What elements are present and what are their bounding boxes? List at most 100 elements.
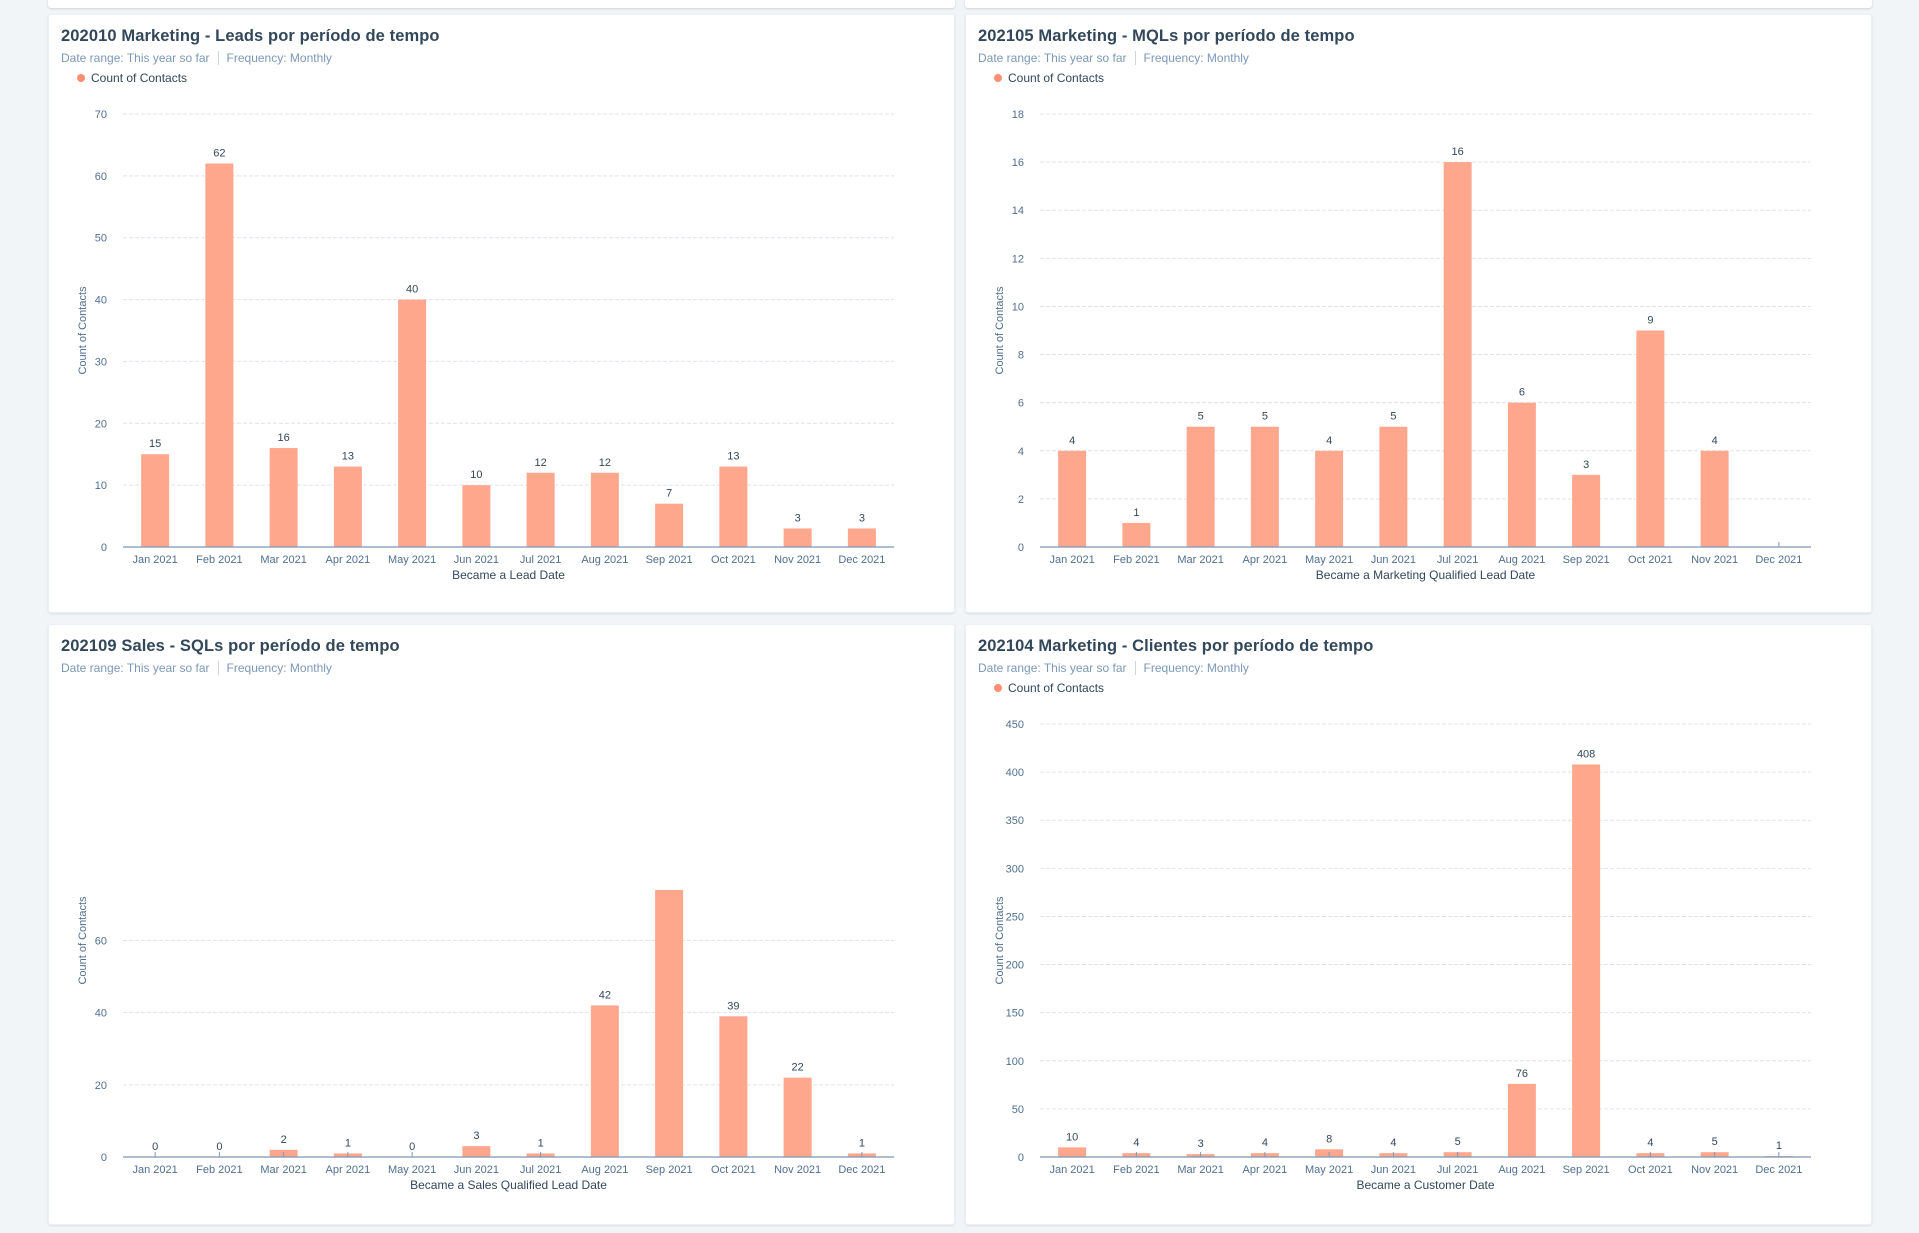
y-tick-label: 0 xyxy=(1018,542,1024,554)
x-tick-label: Jan 2021 xyxy=(132,554,177,566)
x-tick-label: Sep 2021 xyxy=(1563,554,1610,566)
bar xyxy=(783,528,812,547)
bar xyxy=(590,1005,619,1157)
x-tick-label: Nov 2021 xyxy=(1691,554,1738,566)
x-tick-label: May 2021 xyxy=(388,554,436,566)
bar xyxy=(526,472,555,547)
y-tick-label: 30 xyxy=(95,356,107,368)
data-label: 5 xyxy=(1390,411,1396,423)
y-tick-label: 450 xyxy=(1006,719,1024,731)
data-label: 4 xyxy=(1390,1137,1396,1149)
y-tick-label: 150 xyxy=(1006,1008,1024,1020)
data-label: 22 xyxy=(792,1062,804,1074)
x-tick-label: Sep 2021 xyxy=(646,1164,693,1176)
data-label: 5 xyxy=(1262,411,1268,423)
y-axis-title: Count of Contacts xyxy=(77,286,89,375)
data-label: 3 xyxy=(473,1130,479,1142)
data-label: 0 xyxy=(152,1141,158,1153)
meta-divider xyxy=(1134,661,1136,675)
y-tick-label: 70 xyxy=(95,109,107,121)
x-tick-label: Oct 2021 xyxy=(711,554,756,566)
x-tick-label: May 2021 xyxy=(1305,1164,1353,1176)
data-label: 1 xyxy=(1776,1140,1782,1152)
data-label: 3 xyxy=(1583,459,1589,471)
report-title[interactable]: 202104 Marketing - Clientes por período … xyxy=(978,637,1374,655)
y-tick-label: 20 xyxy=(95,418,107,430)
date-range-label: Date range: This year so far xyxy=(61,661,210,675)
data-label: 2 xyxy=(281,1134,287,1146)
data-label: 4 xyxy=(1712,435,1718,447)
previous-card-stub xyxy=(965,0,1872,8)
chart-legend[interactable]: Count of Contacts xyxy=(994,681,1104,695)
x-tick-label: Oct 2021 xyxy=(711,1164,756,1176)
x-tick-label: Feb 2021 xyxy=(1113,1164,1159,1176)
report-card-clientes[interactable]: 202104 Marketing - Clientes por período … xyxy=(965,624,1872,1225)
bar xyxy=(1186,426,1215,547)
chart-legend[interactable]: Count of Contacts xyxy=(994,71,1104,85)
x-tick-label: Jul 2021 xyxy=(520,554,562,566)
x-tick-label: Jul 2021 xyxy=(520,1164,562,1176)
report-meta: Date range: This year so far Frequency: … xyxy=(61,661,332,675)
data-label: 408 xyxy=(1577,748,1595,760)
bar xyxy=(1443,162,1472,547)
data-label: 13 xyxy=(342,451,354,463)
report-card-mqls[interactable]: 202105 Marketing - MQLs por período de t… xyxy=(965,14,1872,613)
x-tick-label: Dec 2021 xyxy=(1755,554,1802,566)
x-tick-label: Mar 2021 xyxy=(260,554,306,566)
y-tick-label: 4 xyxy=(1018,446,1024,458)
frequency-label: Frequency: Monthly xyxy=(226,661,332,675)
y-tick-label: 0 xyxy=(101,1152,107,1164)
y-tick-label: 40 xyxy=(95,1008,107,1020)
frequency-label: Frequency: Monthly xyxy=(1143,661,1249,675)
x-tick-label: Nov 2021 xyxy=(1691,1164,1738,1176)
data-label: 39 xyxy=(727,1000,739,1012)
y-tick-label: 10 xyxy=(1012,301,1024,313)
x-tick-label: Jun 2021 xyxy=(1371,1164,1416,1176)
report-card-sqls[interactable]: 202109 Sales - SQLs por período de tempo… xyxy=(48,624,955,1225)
bar xyxy=(1700,450,1729,547)
bar xyxy=(1058,450,1087,547)
data-label: 9 xyxy=(1647,315,1653,327)
x-tick-label: Apr 2021 xyxy=(1243,1164,1288,1176)
report-card-leads[interactable]: 202010 Marketing - Leads por período de … xyxy=(48,14,955,613)
data-label: 10 xyxy=(1066,1131,1078,1143)
data-label: 4 xyxy=(1133,1137,1139,1149)
data-label: 1 xyxy=(538,1137,544,1149)
bar xyxy=(462,485,491,547)
x-tick-label: Jan 2021 xyxy=(132,1164,177,1176)
data-label: 6 xyxy=(1519,387,1525,399)
report-title[interactable]: 202105 Marketing - MQLs por período de t… xyxy=(978,27,1355,45)
bar xyxy=(1572,474,1601,547)
y-tick-label: 0 xyxy=(101,542,107,554)
frequency-label: Frequency: Monthly xyxy=(1143,51,1249,65)
meta-divider xyxy=(217,661,219,675)
x-tick-label: Nov 2021 xyxy=(774,1164,821,1176)
x-tick-label: Jun 2021 xyxy=(1371,554,1416,566)
report-title[interactable]: 202109 Sales - SQLs por período de tempo xyxy=(61,637,400,655)
data-label: 4 xyxy=(1069,435,1075,447)
y-axis-title: Count of Contacts xyxy=(994,896,1006,985)
x-tick-label: Feb 2021 xyxy=(1113,554,1159,566)
chart-legend[interactable]: Count of Contacts xyxy=(77,71,187,85)
bar xyxy=(1572,764,1601,1157)
legend-label: Count of Contacts xyxy=(1008,71,1105,85)
bar xyxy=(1315,450,1344,547)
bar xyxy=(1122,522,1151,547)
data-label: 12 xyxy=(535,457,547,469)
data-label: 1 xyxy=(859,1137,865,1149)
y-tick-label: 60 xyxy=(95,936,107,948)
legend-label: Count of Contacts xyxy=(91,71,188,85)
report-title[interactable]: 202010 Marketing - Leads por período de … xyxy=(61,27,440,45)
data-label: 13 xyxy=(727,451,739,463)
x-axis-title: Became a Lead Date xyxy=(452,568,565,582)
bar xyxy=(1250,426,1279,547)
date-range-label: Date range: This year so far xyxy=(978,661,1127,675)
bar xyxy=(1058,1147,1087,1157)
data-label: 1 xyxy=(345,1137,351,1149)
bar xyxy=(398,299,427,547)
x-tick-label: Nov 2021 xyxy=(774,554,821,566)
legend-dot-icon xyxy=(994,74,1002,82)
y-tick-label: 50 xyxy=(95,233,107,245)
report-meta: Date range: This year so far Frequency: … xyxy=(61,51,332,65)
